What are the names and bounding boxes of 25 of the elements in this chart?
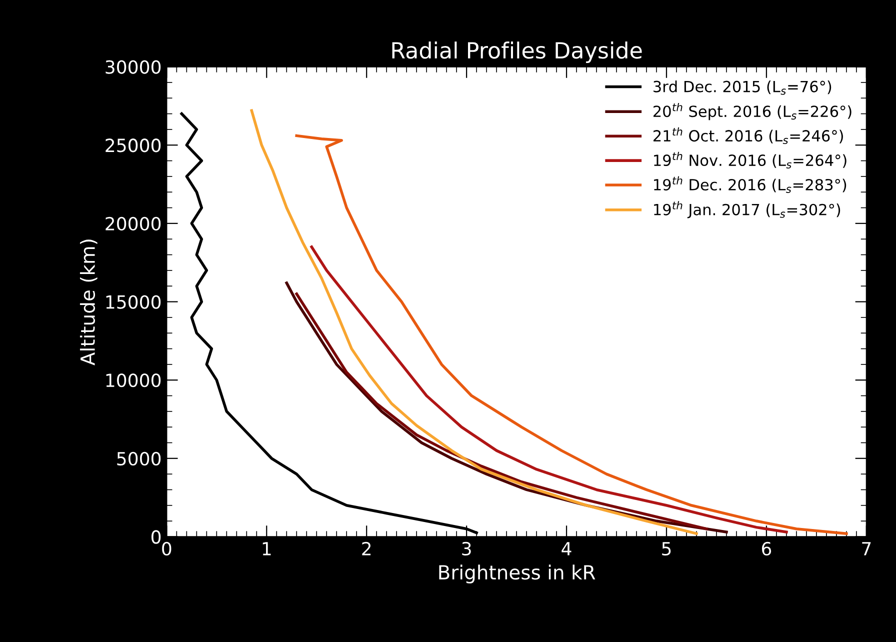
y-tick-label: 30000 [106,60,161,74]
y-tick-label: 15000 [106,295,161,309]
y-tick-label: 20000 [106,216,161,231]
x-tick-label: 2 [362,542,371,556]
legend-label: 20$^{th}$ Sept. 2016 (L$_{s}$=226°) [654,102,852,120]
legend-label: 3rd Dec. 2015 (L$_{s}$=76°) [654,80,832,95]
y-tick-label: 0 [152,530,161,544]
x-tick-label: 4 [562,542,572,556]
y-axis-title: Altitude (km) [80,240,98,366]
y-tick-label: 5000 [117,452,161,466]
x-tick-label: 7 [862,542,871,556]
x-tick-label: 5 [662,542,671,556]
y-tick-label: 25000 [106,138,161,152]
x-axis-title: Brightness in kR [439,564,596,584]
x-tick-label: 0 [162,542,172,556]
line-series [310,246,788,534]
y-tick-label: 10000 [106,374,161,388]
legend-label: 21$^{th}$ Oct. 2016 (L$_{s}$=246°) [654,127,843,144]
chart-title: Radial Profiles Dayside [392,42,642,64]
legend-label: 19$^{th}$ Nov. 2016 (L$_{s}$=264°) [654,152,846,168]
x-tick-label: 1 [262,542,271,556]
x-tick-label: 3 [462,542,471,556]
legend-label: 19$^{th}$ Dec. 2016 (L$_{s}$=283°) [654,176,846,193]
legend-label: 19$^{th}$ Jan. 2017 (L$_{s}$=302°) [654,201,840,218]
x-tick-label: 6 [762,542,772,556]
